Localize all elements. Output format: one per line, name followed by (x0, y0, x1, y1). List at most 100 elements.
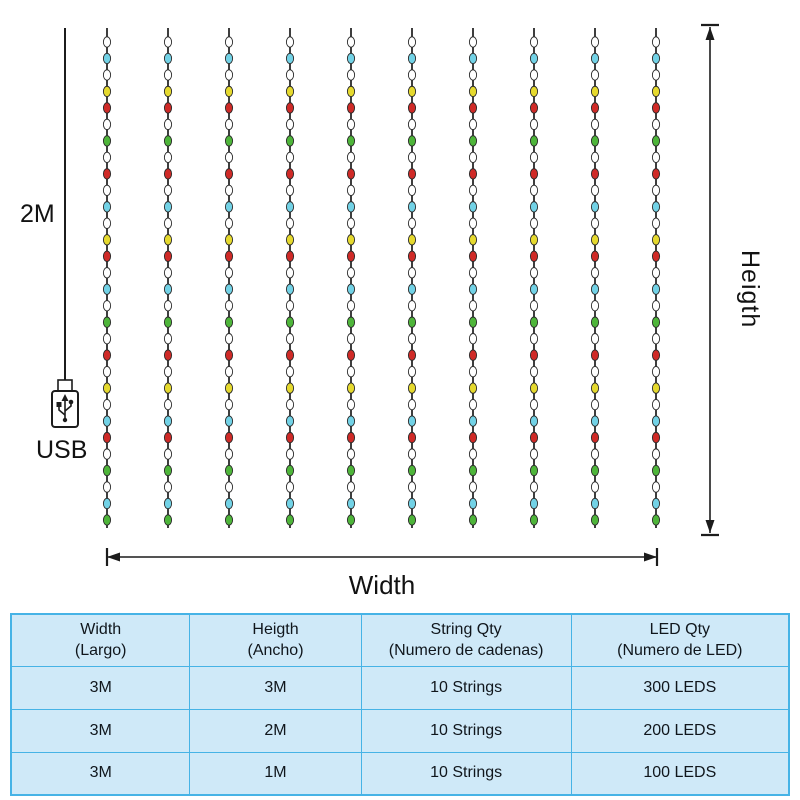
led-bulb (590, 431, 600, 444)
led-bulb (346, 448, 356, 460)
led-bulb (590, 36, 600, 48)
cable-length-label: 2M (20, 200, 55, 228)
led-bulb (529, 69, 539, 81)
led-bulb (529, 267, 539, 279)
led-bulb (407, 366, 417, 378)
led-bulb (529, 217, 539, 229)
led-bulb (651, 448, 661, 460)
led-bulb (285, 102, 295, 114)
led-bulb (468, 135, 478, 147)
led-bulb (529, 283, 539, 295)
led-bulb (590, 448, 600, 460)
led-bulb (102, 135, 112, 147)
led-bulb (468, 497, 478, 510)
led-bulb (163, 250, 173, 262)
led-bulb (468, 464, 478, 477)
led-bulb (468, 217, 478, 229)
spec-cell-width: 3M (10, 665, 191, 710)
led-bulb (407, 283, 417, 295)
header-line2: (Ancho) (247, 642, 304, 660)
led-bulb (468, 366, 478, 378)
led-bulb (590, 415, 600, 427)
led-bulb (224, 135, 234, 147)
led-bulb (407, 267, 417, 279)
led-bulb (529, 497, 539, 510)
led-bulb (529, 102, 539, 114)
led-bulb (407, 398, 417, 411)
led-bulb (163, 415, 173, 427)
led-bulb (163, 85, 173, 98)
led-bulb (590, 201, 600, 213)
led-bulb (529, 250, 539, 262)
led-bulb (224, 52, 234, 65)
led-bulb (102, 283, 112, 295)
led-bulb (346, 36, 356, 48)
led-bulb (163, 497, 173, 510)
height-dimension-line (701, 23, 719, 537)
led-bulb (285, 250, 295, 262)
led-bulb (651, 514, 661, 526)
led-bulb (224, 333, 234, 345)
led-bulb (285, 36, 295, 48)
table-row: 3M 2M 10 Strings 200 LEDS (10, 708, 790, 753)
header-line2: (Numero de cadenas) (388, 642, 544, 660)
led-bulb (285, 300, 295, 312)
led-bulb (163, 102, 173, 114)
led-bulb (651, 481, 661, 493)
led-bulb (346, 497, 356, 510)
header-line1: Heigth (252, 620, 299, 638)
led-bulb (468, 250, 478, 262)
led-bulb (529, 151, 539, 164)
light-string (529, 28, 539, 528)
led-bulb (407, 184, 417, 196)
led-bulb (651, 283, 661, 295)
led-bulb (407, 415, 417, 427)
led-bulb (468, 382, 478, 394)
led-bulb (468, 234, 478, 246)
led-bulb (590, 398, 600, 411)
led-bulb (224, 481, 234, 493)
led-bulb (651, 497, 661, 510)
led-bulb (468, 283, 478, 295)
led-bulb (651, 366, 661, 378)
led-bulb (224, 448, 234, 460)
led-bulb (346, 349, 356, 361)
led-bulb (346, 267, 356, 279)
strings-layer (102, 28, 661, 528)
spec-cell-height: 2M (189, 708, 362, 753)
led-bulb (224, 234, 234, 246)
led-bulb (651, 135, 661, 147)
led-bulb (590, 118, 600, 131)
led-bulb (285, 135, 295, 147)
spec-cell-width: 3M (10, 751, 191, 796)
led-bulb (102, 184, 112, 196)
led-bulb (163, 481, 173, 493)
spec-cell-width: 3M (10, 708, 191, 753)
led-bulb (590, 135, 600, 147)
led-bulb (224, 250, 234, 262)
led-bulb (651, 168, 661, 180)
led-bulb (346, 398, 356, 411)
led-bulb (651, 349, 661, 361)
led-bulb (651, 464, 661, 477)
led-bulb (102, 514, 112, 526)
led-bulb (163, 184, 173, 196)
spec-header-row: Width (Largo) Heigth (Ancho) String Qty … (10, 613, 790, 667)
spec-cell-string-qty: 10 Strings (360, 708, 572, 753)
led-bulb (346, 201, 356, 213)
led-bulb (407, 135, 417, 147)
led-bulb (346, 234, 356, 246)
led-bulb (590, 333, 600, 345)
led-bulb (651, 415, 661, 427)
led-bulb (163, 398, 173, 411)
led-bulb (529, 398, 539, 411)
led-bulb (651, 184, 661, 196)
led-bulb (651, 118, 661, 131)
led-bulb (224, 415, 234, 427)
light-string (407, 28, 417, 528)
led-bulb (651, 151, 661, 164)
led-bulb (224, 85, 234, 98)
led-bulb (224, 168, 234, 180)
led-bulb (651, 250, 661, 262)
led-bulb (590, 283, 600, 295)
